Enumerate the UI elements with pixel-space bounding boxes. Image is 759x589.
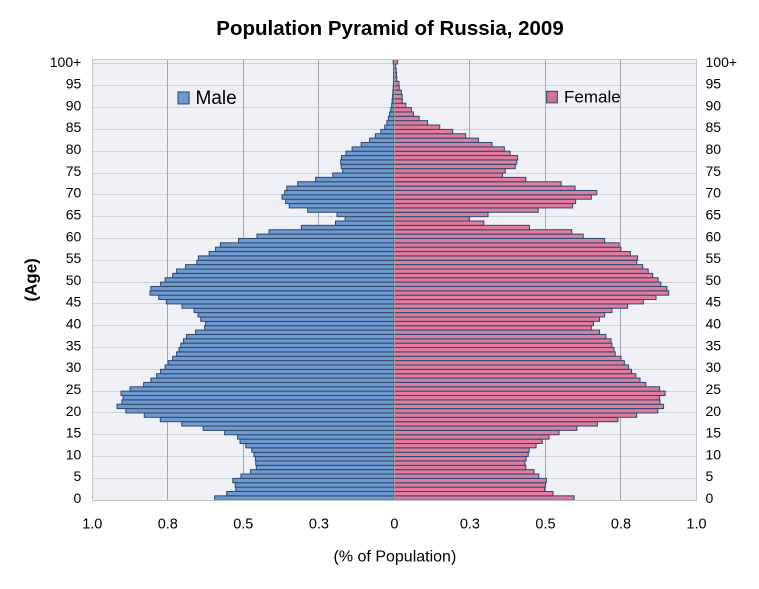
- svg-text:20: 20: [66, 403, 82, 419]
- svg-text:65: 65: [706, 207, 722, 223]
- svg-text:0: 0: [74, 490, 82, 506]
- svg-text:80: 80: [706, 141, 722, 157]
- svg-text:80: 80: [66, 141, 82, 157]
- svg-text:5: 5: [706, 468, 714, 484]
- svg-text:90: 90: [66, 97, 82, 113]
- svg-text:5: 5: [74, 468, 82, 484]
- svg-text:85: 85: [706, 119, 722, 135]
- svg-text:95: 95: [66, 76, 82, 92]
- svg-text:15: 15: [706, 425, 722, 441]
- svg-text:30: 30: [66, 359, 82, 375]
- svg-text:0: 0: [706, 490, 714, 506]
- svg-text:45: 45: [66, 294, 82, 310]
- svg-text:(Age): (Age): [22, 258, 41, 301]
- svg-text:45: 45: [706, 294, 722, 310]
- svg-text:0.3: 0.3: [309, 516, 329, 532]
- svg-text:60: 60: [706, 228, 722, 244]
- svg-text:95: 95: [706, 76, 722, 92]
- svg-text:100+: 100+: [50, 54, 82, 70]
- svg-text:35: 35: [66, 337, 82, 353]
- svg-text:90: 90: [706, 97, 722, 113]
- svg-text:1.0: 1.0: [82, 516, 102, 532]
- svg-text:(% of Population): (% of Population): [334, 549, 457, 566]
- svg-text:10: 10: [706, 446, 722, 462]
- svg-text:75: 75: [706, 163, 722, 179]
- svg-text:55: 55: [66, 250, 82, 266]
- svg-text:1.0: 1.0: [686, 516, 706, 532]
- svg-text:40: 40: [66, 316, 82, 332]
- svg-text:70: 70: [66, 185, 82, 201]
- svg-text:25: 25: [66, 381, 82, 397]
- svg-text:50: 50: [706, 272, 722, 288]
- svg-text:85: 85: [66, 119, 82, 135]
- svg-text:50: 50: [66, 272, 82, 288]
- svg-text:Female: Female: [564, 88, 621, 107]
- svg-text:30: 30: [706, 359, 722, 375]
- svg-text:0.5: 0.5: [233, 516, 253, 532]
- svg-text:65: 65: [66, 207, 82, 223]
- svg-text:20: 20: [706, 403, 722, 419]
- svg-text:10: 10: [66, 446, 82, 462]
- svg-text:70: 70: [706, 185, 722, 201]
- svg-text:0.3: 0.3: [460, 516, 480, 532]
- svg-text:55: 55: [706, 250, 722, 266]
- svg-text:Population Pyramid of Russia,: Population Pyramid of Russia, 2009: [216, 17, 563, 40]
- svg-text:0.5: 0.5: [535, 516, 555, 532]
- svg-text:75: 75: [66, 163, 82, 179]
- svg-text:25: 25: [706, 381, 722, 397]
- svg-text:35: 35: [706, 337, 722, 353]
- svg-text:15: 15: [66, 425, 82, 441]
- svg-text:100+: 100+: [706, 54, 738, 70]
- svg-text:0.8: 0.8: [158, 516, 178, 532]
- svg-text:60: 60: [66, 228, 82, 244]
- svg-text:40: 40: [706, 316, 722, 332]
- svg-text:0.8: 0.8: [611, 516, 631, 532]
- svg-text:0: 0: [390, 516, 398, 532]
- svg-text:Male: Male: [196, 88, 237, 109]
